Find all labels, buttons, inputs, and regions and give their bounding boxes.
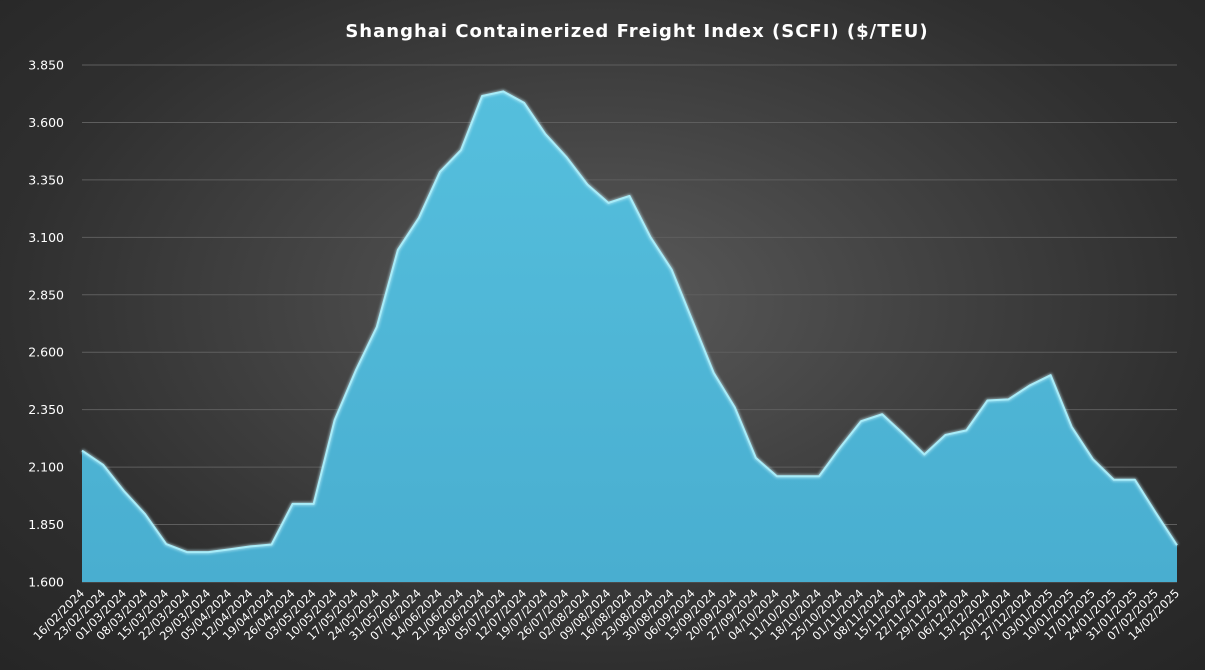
- area-edge-line: [81, 90, 1178, 554]
- y-tick-label: 3.100: [28, 230, 64, 245]
- y-tick-label: 3.850: [28, 58, 64, 73]
- y-tick-label: 1.600: [28, 575, 64, 590]
- y-axis: 1.600 1.850 2.100 2.350 2.600 2.850 3.100 3.350…: [28, 58, 64, 590]
- y-tick-label: 2.850: [28, 287, 64, 302]
- chart-title: Shanghai Containerized Freight Index (SC…: [345, 21, 928, 42]
- area-series: [80, 89, 1179, 583]
- area-fill: [82, 91, 1177, 583]
- y-tick-label: 2.350: [28, 402, 64, 417]
- x-axis: 16/02/202423/02/202401/03/202408/03/2024…: [30, 586, 1182, 643]
- y-tick-label: 1.850: [28, 517, 64, 532]
- y-tick-label: 2.100: [28, 460, 64, 475]
- y-tick-label: 2.600: [28, 345, 64, 360]
- y-tick-label: 3.600: [28, 115, 64, 130]
- y-tick-label: 3.350: [28, 172, 64, 187]
